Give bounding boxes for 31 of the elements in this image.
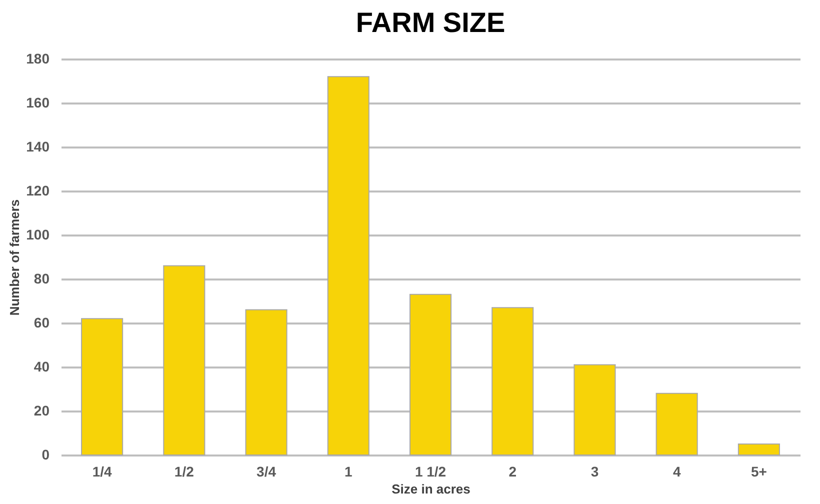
x-tick-label: 3	[590, 464, 599, 480]
y-tick-label: 40	[34, 358, 50, 374]
y-tick-label: 160	[26, 94, 50, 110]
y-tick-label: 20	[34, 402, 50, 418]
x-tick-label: 3/4	[256, 464, 276, 480]
bar	[574, 364, 616, 456]
bar	[409, 294, 452, 456]
y-tick-label: 0	[42, 446, 50, 462]
bar	[327, 76, 370, 456]
y-tick-label: 100	[26, 226, 50, 242]
x-tick-label: 4	[672, 464, 681, 480]
y-axis-title: Number of farmers	[7, 199, 22, 316]
bar	[492, 307, 534, 456]
x-tick-label: 1/4	[92, 464, 112, 480]
chart-title: FARM SIZE	[356, 7, 506, 38]
x-tick-label: 2	[508, 464, 517, 480]
y-tick-label: 120	[26, 182, 50, 198]
x-tick-label: 5+	[750, 464, 767, 480]
bar	[81, 318, 124, 456]
bar	[656, 392, 698, 456]
y-tick-label: 180	[26, 50, 50, 66]
x-axis-title: Size in acres	[392, 482, 470, 496]
y-tick-label: 60	[34, 314, 50, 330]
x-tick-label: 1/2	[174, 464, 194, 480]
bar	[738, 444, 780, 456]
x-tick-label: 1	[344, 464, 352, 480]
y-tick-label: 140	[26, 138, 50, 154]
bar	[163, 265, 206, 456]
bar	[245, 309, 288, 456]
y-tick-label: 80	[34, 270, 50, 286]
x-tick-label: 1 1/2	[414, 464, 446, 480]
